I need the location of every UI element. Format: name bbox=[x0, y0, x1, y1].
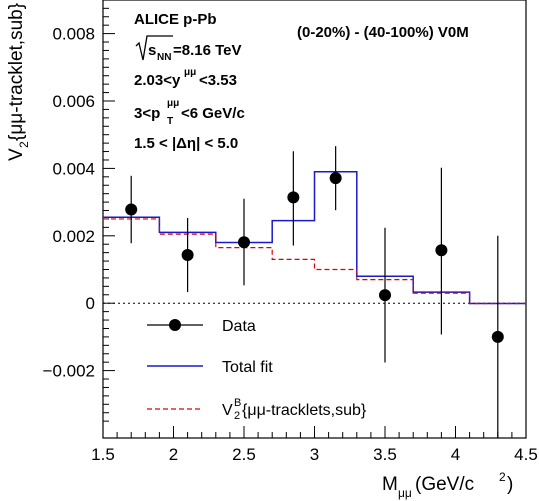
energy-nn: NN bbox=[157, 52, 171, 63]
rapidity-sup: μμ bbox=[184, 67, 196, 78]
energy-s: s bbox=[148, 42, 156, 59]
x-tick-label: 4.5 bbox=[514, 445, 538, 464]
y-tick-label: 0 bbox=[86, 294, 95, 313]
data-points bbox=[125, 146, 504, 438]
data-point bbox=[491, 235, 504, 438]
x-tick-label: 4 bbox=[451, 445, 460, 464]
x-title-m: M bbox=[382, 474, 398, 495]
centrality-label: (0-20%) - (40-100%) V0M bbox=[297, 24, 469, 41]
rapidity-pre: 2.03<y bbox=[134, 72, 181, 89]
fit-steps bbox=[103, 171, 526, 305]
pt-label: 3<p μμ T <6 GeV/c bbox=[134, 98, 245, 127]
background-line bbox=[103, 218, 526, 305]
y-tick-label: 0.008 bbox=[52, 25, 95, 44]
data-point bbox=[287, 151, 300, 246]
pt-pre: 3<p bbox=[134, 105, 160, 122]
x-title-sup: 2 bbox=[499, 470, 506, 484]
legend-fit-label: Total fit bbox=[222, 359, 273, 376]
experiment-label: ALICE p-Pb bbox=[134, 11, 217, 28]
energy-value: =8.16 TeV bbox=[173, 42, 242, 59]
x-tick-label: 3 bbox=[310, 445, 319, 464]
rapidity-label: 2.03<y μμ <3.53 bbox=[134, 67, 237, 89]
pt-post: <6 GeV/c bbox=[181, 105, 245, 122]
y-tick-label: 0.006 bbox=[52, 92, 95, 111]
x-title-close: ) bbox=[507, 474, 513, 495]
y-axis-ticks: −0.002 0 0.002 0.004 0.006 0.008 bbox=[43, 7, 115, 422]
legend: Data Total fit V B 2 {μμ-tracklets,sub} bbox=[147, 318, 367, 422]
legend-bkg-rest: {μμ-tracklets,sub} bbox=[242, 402, 367, 419]
x-axis-title: M μμ (GeV/c 2 ) bbox=[382, 470, 513, 500]
rapidity-post: <3.53 bbox=[199, 72, 237, 89]
y-title-v: V bbox=[6, 148, 27, 161]
data-marker bbox=[181, 249, 194, 262]
data-marker bbox=[491, 330, 504, 343]
x-tick-label: 1.5 bbox=[91, 445, 115, 464]
data-marker bbox=[125, 203, 138, 216]
x-title-unit: (GeV/c bbox=[415, 474, 474, 495]
data-point bbox=[379, 227, 391, 363]
data-marker bbox=[435, 244, 448, 257]
data-point bbox=[329, 146, 342, 211]
y-axis-title: V 2 {μμ-tracklet,sub} bbox=[6, 3, 31, 161]
data-point bbox=[238, 198, 250, 286]
legend-bkg-v: V bbox=[222, 402, 233, 419]
legend-data-marker bbox=[169, 319, 181, 331]
pt-sub: T bbox=[167, 116, 173, 127]
x-axis-ticks: 1.5 2 2.5 3 3.5 4 4.5 bbox=[91, 426, 538, 464]
y-tick-label: 0.004 bbox=[52, 159, 95, 178]
data-point bbox=[125, 175, 138, 244]
legend-bkg-sup: B bbox=[234, 397, 241, 409]
y-title-rest: {μμ-tracklet,sub} bbox=[6, 3, 27, 141]
y-title-sub: 2 bbox=[17, 141, 31, 148]
legend-data-label: Data bbox=[222, 318, 256, 335]
y-tick-label: 0.002 bbox=[52, 227, 95, 246]
pt-sup: μμ bbox=[167, 98, 179, 109]
total-fit-line bbox=[103, 171, 526, 305]
data-marker bbox=[329, 172, 342, 185]
data-marker bbox=[379, 289, 391, 302]
data-point bbox=[435, 167, 448, 335]
energy-label: s NN =8.16 TeV bbox=[135, 35, 242, 63]
eta-label: 1.5 < |Δη| < 5.0 bbox=[134, 135, 238, 152]
data-point bbox=[181, 217, 194, 293]
sqrt-sign bbox=[135, 35, 173, 61]
y-tick-label: −0.002 bbox=[43, 362, 95, 381]
data-marker bbox=[287, 191, 300, 204]
x-tick-label: 2.5 bbox=[232, 445, 256, 464]
x-tick-label: 2 bbox=[169, 445, 178, 464]
legend-bkg-sub: 2 bbox=[234, 410, 240, 422]
x-tick-label: 3.5 bbox=[373, 445, 397, 464]
data-marker bbox=[238, 236, 250, 249]
x-title-sub: μμ bbox=[398, 486, 412, 500]
